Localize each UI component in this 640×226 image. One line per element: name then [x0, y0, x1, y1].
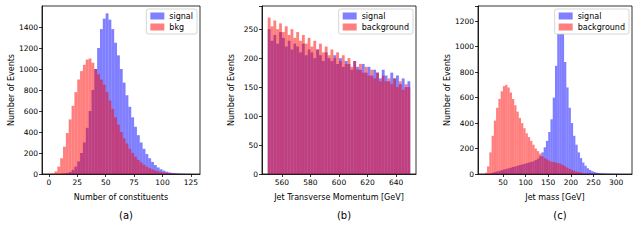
- svg-text:600: 600: [24, 107, 39, 116]
- svg-text:background: background: [362, 23, 409, 32]
- svg-text:200: 200: [244, 54, 259, 63]
- svg-text:560: 560: [275, 178, 290, 187]
- svg-text:0: 0: [46, 178, 51, 187]
- svg-text:50: 50: [248, 141, 258, 150]
- svg-text:620: 620: [360, 178, 375, 187]
- svg-text:800: 800: [460, 68, 475, 77]
- svg-text:600: 600: [332, 178, 347, 187]
- svg-text:200: 200: [460, 144, 475, 153]
- svg-text:Number of constituents: Number of constituents: [74, 193, 168, 202]
- svg-text:125: 125: [184, 178, 199, 187]
- svg-text:400: 400: [460, 119, 475, 128]
- svg-text:580: 580: [303, 178, 318, 187]
- svg-text:1200: 1200: [19, 44, 38, 53]
- svg-text:(c): (c): [553, 210, 566, 221]
- svg-text:0: 0: [469, 170, 474, 179]
- svg-text:300: 300: [609, 178, 624, 187]
- svg-text:50: 50: [498, 178, 508, 187]
- svg-text:75: 75: [129, 178, 139, 187]
- svg-text:1000: 1000: [19, 65, 38, 74]
- svg-text:Jet mass [GeV]: Jet mass [GeV]: [524, 193, 584, 202]
- svg-text:1200: 1200: [455, 17, 474, 26]
- svg-text:0: 0: [33, 170, 38, 179]
- svg-text:100: 100: [518, 178, 533, 187]
- svg-text:640: 640: [389, 178, 404, 187]
- svg-text:150: 150: [244, 83, 259, 92]
- svg-text:signal: signal: [169, 12, 193, 21]
- svg-text:bkg: bkg: [169, 23, 184, 32]
- svg-text:Jet Transverse Momentum [GeV]: Jet Transverse Momentum [GeV]: [273, 193, 404, 202]
- svg-text:1000: 1000: [455, 42, 474, 51]
- svg-text:250: 250: [244, 25, 259, 34]
- svg-text:400: 400: [24, 128, 39, 137]
- svg-text:Number of Events: Number of Events: [227, 54, 236, 126]
- svg-text:600: 600: [460, 93, 475, 102]
- svg-text:background: background: [578, 23, 625, 32]
- svg-text:signal: signal: [578, 12, 602, 21]
- svg-text:Number of Events: Number of Events: [443, 54, 452, 126]
- svg-text:25: 25: [72, 178, 82, 187]
- svg-text:100: 100: [155, 178, 170, 187]
- svg-text:Number of Events: Number of Events: [7, 54, 16, 126]
- svg-text:200: 200: [24, 149, 39, 158]
- svg-text:0: 0: [253, 170, 258, 179]
- svg-text:(a): (a): [119, 210, 133, 221]
- svg-text:250: 250: [586, 178, 601, 187]
- svg-text:200: 200: [564, 178, 579, 187]
- svg-text:1400: 1400: [19, 23, 38, 32]
- svg-text:100: 100: [244, 112, 259, 121]
- svg-text:150: 150: [541, 178, 556, 187]
- svg-text:(b): (b): [337, 210, 351, 221]
- svg-text:50: 50: [101, 178, 111, 187]
- svg-text:800: 800: [24, 86, 39, 95]
- svg-text:signal: signal: [362, 12, 386, 21]
